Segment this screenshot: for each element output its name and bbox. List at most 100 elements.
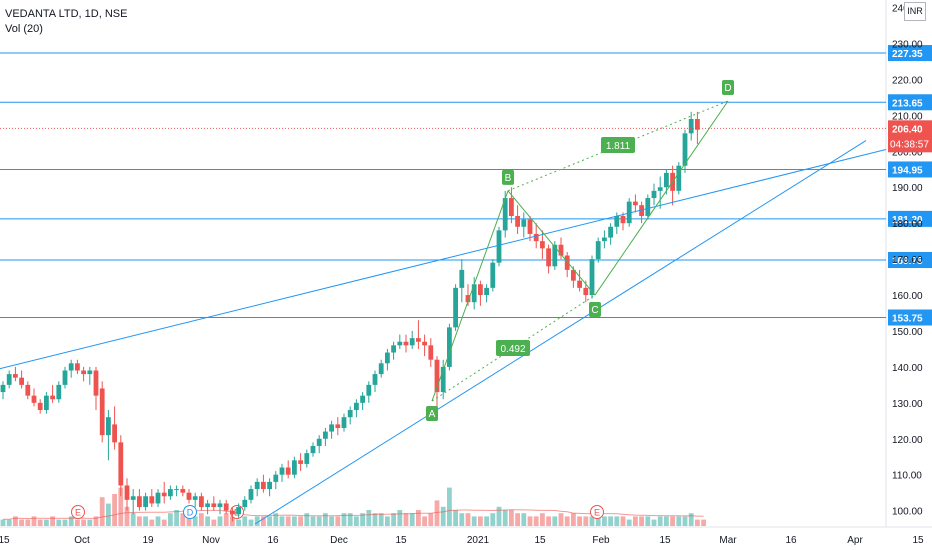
horizontal-levels: 227.35 213.65 194.95 181.20 169.75 153.75 [0, 45, 932, 326]
event-marker: E [590, 505, 604, 519]
x-tick-label: Feb [592, 535, 610, 546]
candle [298, 453, 303, 472]
volume-bar [701, 519, 706, 526]
volume-bar [397, 510, 403, 526]
volume-bar [99, 497, 105, 526]
volume-bar [298, 516, 303, 526]
volume-bar [695, 519, 700, 526]
volume-bar [434, 500, 440, 526]
volume-bar [360, 513, 365, 526]
candle [515, 205, 520, 234]
volume-bar [564, 516, 570, 526]
candle-body [25, 384, 31, 396]
volume-bar [25, 519, 31, 526]
candle [68, 359, 74, 378]
candle [397, 334, 403, 349]
y-tick-label: 170.00 [892, 255, 923, 266]
pattern-point-badge [426, 406, 438, 422]
candle-body [360, 395, 365, 403]
ratio-badge-label: 1.811 [606, 141, 631, 152]
candle-body [118, 442, 124, 486]
candle-body [137, 496, 142, 508]
candle-body [205, 503, 210, 508]
candle [217, 499, 223, 515]
candle-body [143, 496, 148, 508]
volume-bar [273, 513, 279, 526]
volume-bar [385, 516, 390, 526]
candle-body [174, 489, 179, 491]
chart-title: VEDANTA LTD, 1D, NSE [5, 8, 128, 20]
candle [50, 384, 55, 403]
volume-bar [416, 510, 421, 526]
candle-body [682, 133, 688, 166]
volume-bar [682, 516, 688, 526]
candle [292, 456, 297, 479]
candle [447, 323, 452, 371]
level-price-tag [888, 94, 932, 111]
candle-body [155, 492, 161, 504]
candle [62, 366, 68, 389]
candle [341, 413, 347, 432]
candle [106, 410, 111, 461]
volume-bar [502, 510, 508, 526]
candle [31, 388, 37, 407]
candle [118, 435, 124, 497]
candle [378, 359, 384, 378]
volume-bar [620, 516, 626, 526]
candle-body [211, 503, 217, 508]
volume-bar [639, 516, 644, 526]
candle [137, 489, 142, 511]
candle [180, 485, 186, 497]
candle [316, 435, 322, 454]
volume-bar [341, 513, 347, 526]
volume-bar [440, 506, 446, 526]
candle-body [422, 341, 427, 346]
candle-body [552, 244, 558, 267]
candle [112, 406, 117, 450]
currency-badge[interactable]: INR [904, 2, 926, 21]
candle-body [44, 395, 49, 411]
candle [130, 489, 136, 515]
volume-bar [558, 513, 564, 526]
candle-body [37, 402, 43, 411]
volume-bar [496, 506, 502, 526]
ratio-badge: 1.811 [601, 137, 635, 153]
volume-bar [143, 516, 148, 526]
event-marker-circle [71, 505, 85, 519]
volume-bar [112, 494, 117, 526]
volume-bar [372, 513, 378, 526]
pattern-point-label: D [724, 83, 731, 94]
candle [124, 478, 130, 511]
volume-bar [490, 513, 496, 526]
candle-body [56, 384, 62, 400]
candle-body [93, 370, 99, 396]
time-axis[interactable]: 15 Oct 19 Nov 16 Dec 15 2021 15 Feb 15 Mar 16 Apr 15 [0, 535, 924, 546]
volume-bar [186, 513, 192, 526]
volume-indicator-label[interactable]: Vol (20) [5, 23, 43, 35]
event-marker: D [183, 505, 197, 519]
candle-body [335, 424, 341, 428]
pattern-point-badge [722, 80, 734, 96]
level-price-label: 213.65 [892, 98, 923, 109]
volume-bar [471, 516, 477, 526]
candle [391, 341, 396, 360]
volume-bar [645, 516, 651, 526]
volume-bar [50, 516, 55, 526]
candle-body [490, 262, 496, 288]
volume-bar [347, 513, 353, 526]
candle-body [657, 187, 663, 191]
event-marker-circle [590, 505, 604, 519]
candle [496, 226, 502, 267]
candle-body [149, 496, 155, 504]
candle-body [527, 219, 533, 234]
candle [267, 478, 272, 497]
volume-bar [602, 516, 607, 526]
candle-body [254, 481, 260, 490]
candle [230, 507, 235, 522]
candle-body [199, 496, 204, 508]
volume-bar [180, 513, 186, 526]
candle [304, 449, 310, 468]
candle [25, 381, 31, 400]
candle-body [571, 269, 576, 281]
